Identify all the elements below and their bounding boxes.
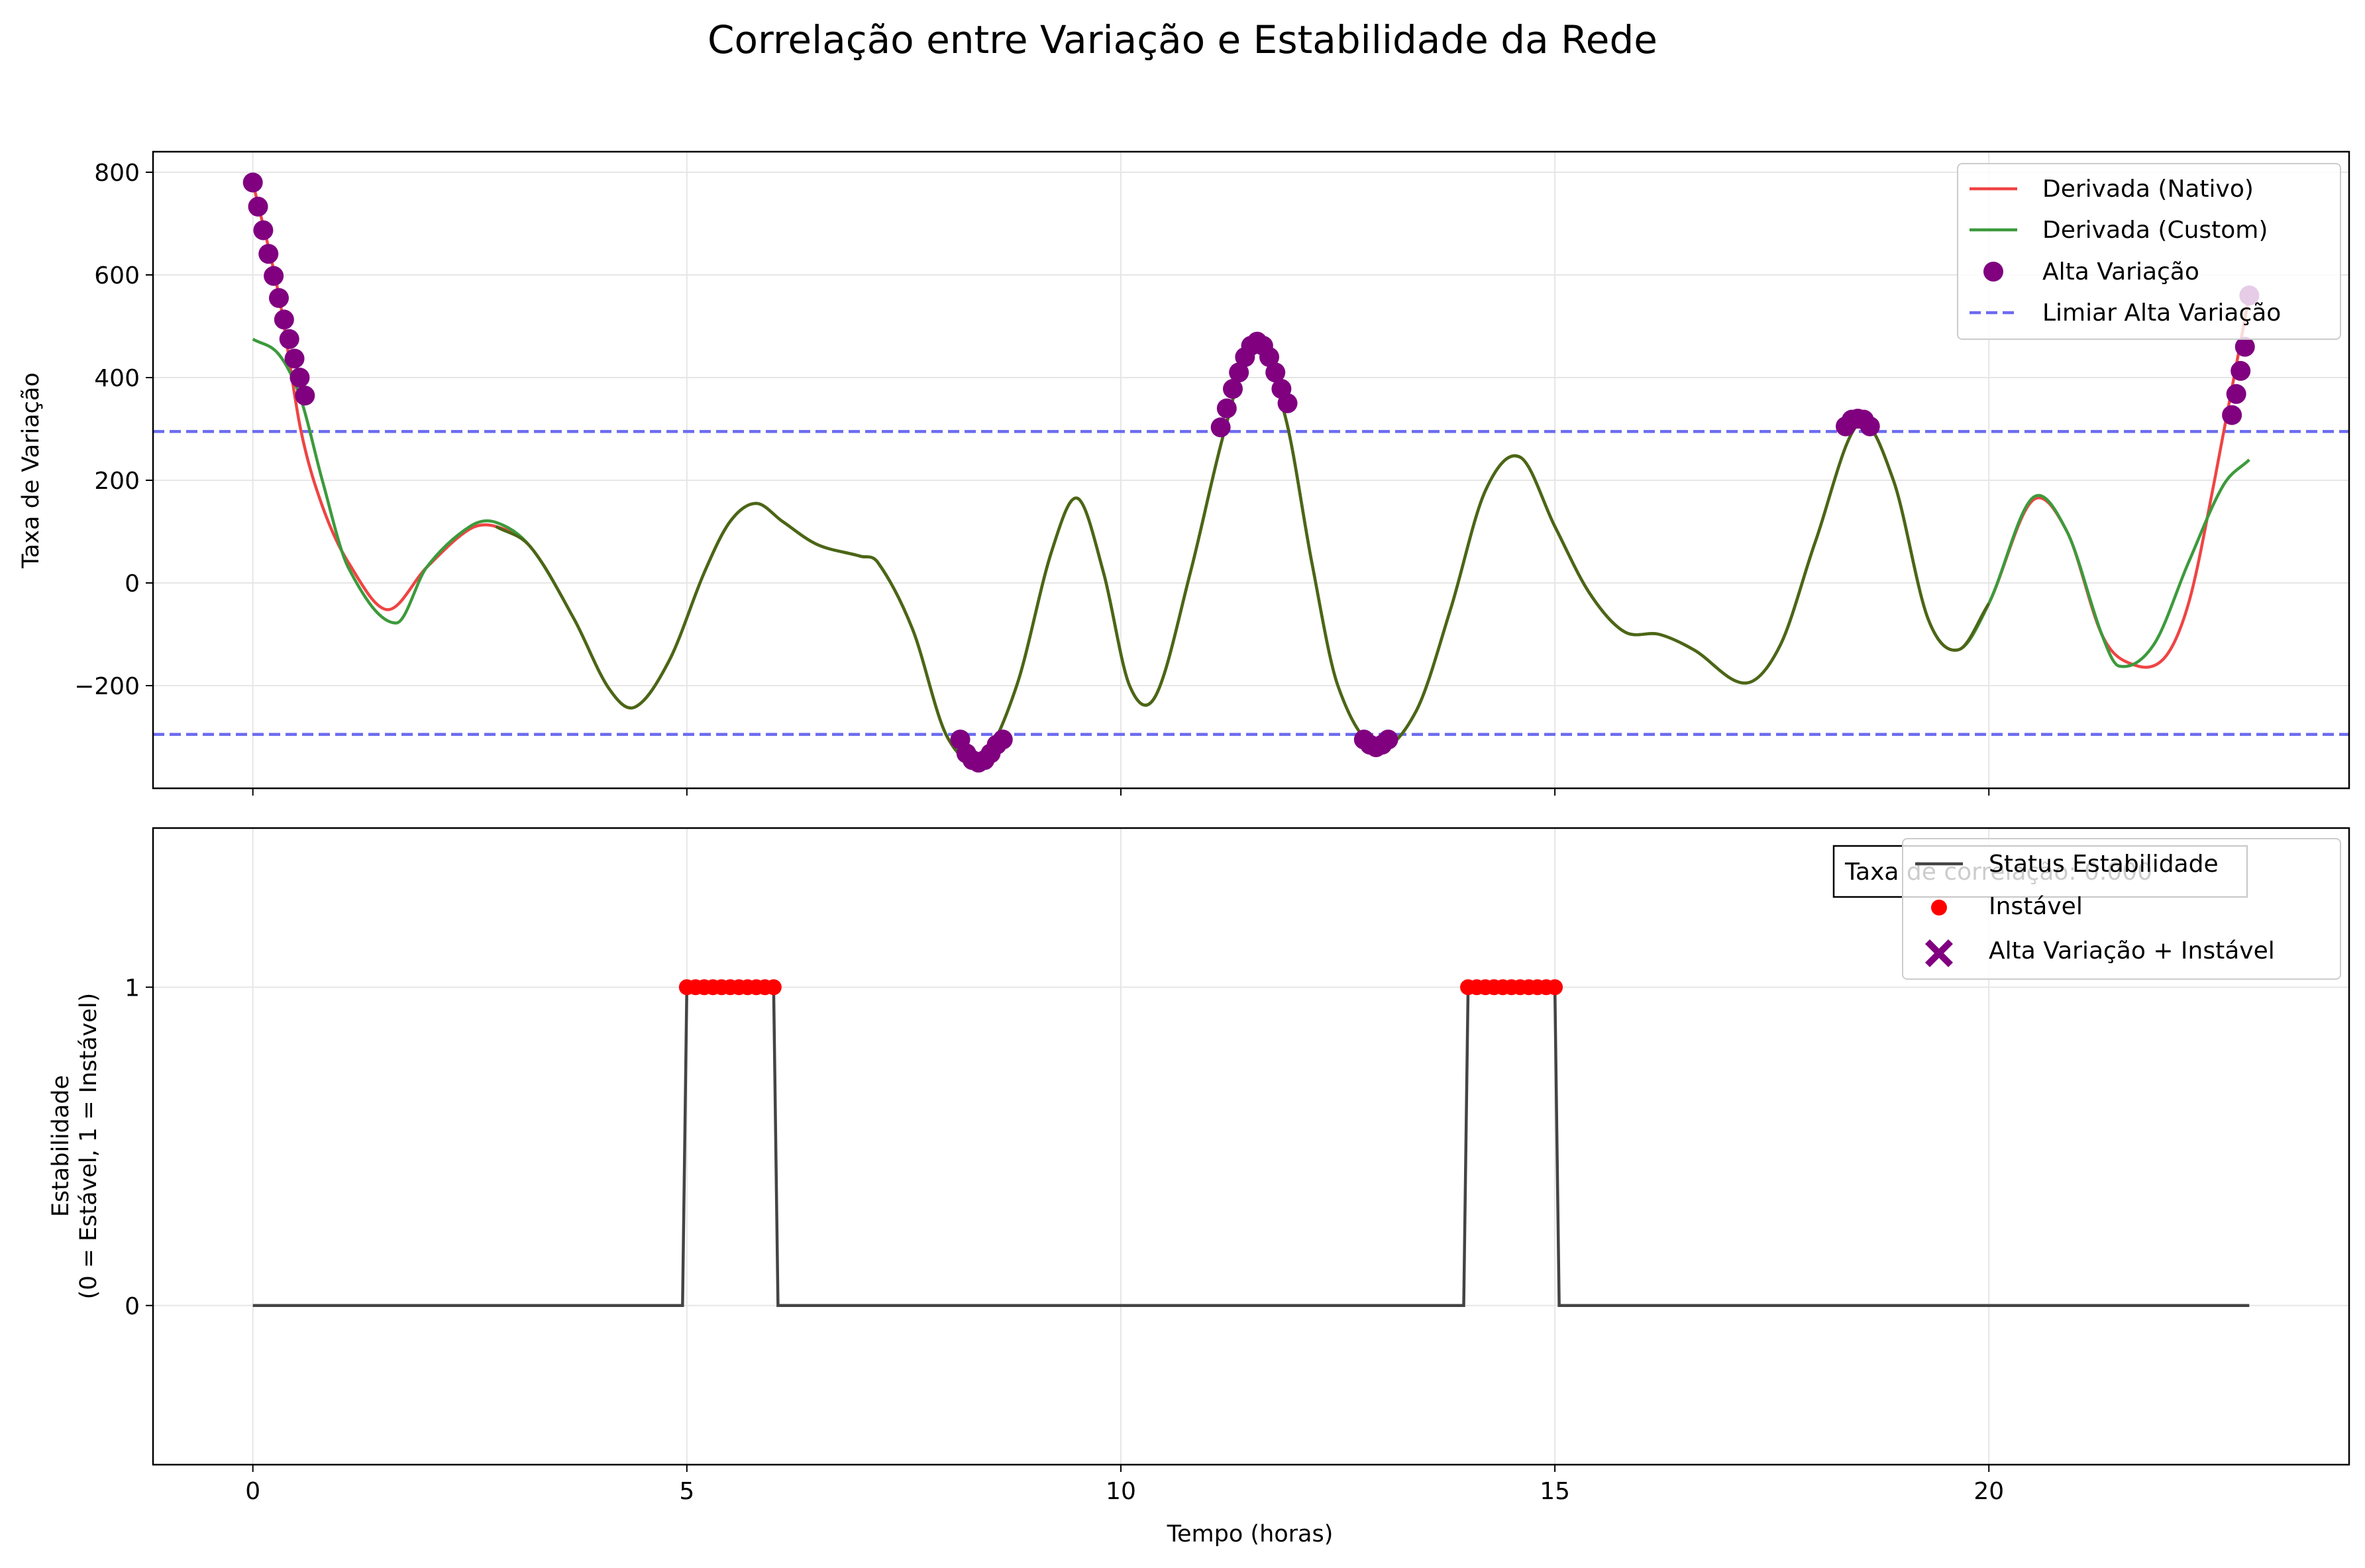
high-variation-point <box>1259 347 1280 367</box>
x-tick-label: 0 <box>245 1478 260 1505</box>
y-tick-label: 1 <box>125 974 140 1002</box>
legend-label-custom: Derivada (Custom) <box>2042 217 2268 244</box>
high-variation-point <box>2234 337 2255 357</box>
top-axes-frame <box>152 150 2350 790</box>
high-variation-point <box>1210 417 1231 438</box>
high-variation-point <box>2222 405 2242 425</box>
x-axis-label: Tempo (horas) <box>1167 1521 1334 1547</box>
bottom-y-ticks: 01 <box>125 974 153 1320</box>
high-variation-point <box>284 348 305 369</box>
bottom-legend: Status Estabilidade Instável Alta Variaç… <box>1902 838 2341 980</box>
series-derivada-custom <box>252 337 2250 762</box>
bottom-legend-frame <box>1902 838 2341 980</box>
top-legend-frame <box>1957 163 2341 340</box>
x-tick-label: 20 <box>1973 1478 2004 1505</box>
top-x-ticks <box>252 788 1990 796</box>
high-variation-point <box>264 266 284 286</box>
legend-label-nativo: Derivada (Nativo) <box>2042 176 2254 203</box>
legend-label-alta-variacao: Alta Variação <box>2042 258 2199 286</box>
high-variation-point <box>274 309 294 330</box>
legend-swatch-alta-variacao <box>1983 262 2003 282</box>
y-tick-label: 0 <box>125 570 140 598</box>
chart-title: Correlação entre Variação e Estabilidade… <box>708 17 1657 62</box>
top-threshold-lines <box>153 430 2349 736</box>
high-variation-point <box>268 287 289 308</box>
high-variation-point <box>295 386 315 406</box>
high-variation-point <box>2226 384 2246 404</box>
legend-label-status: Status Estabilidade <box>1989 851 2219 878</box>
y-tick-label: 600 <box>94 262 140 289</box>
y-tick-label: 400 <box>94 365 140 392</box>
top-y-ticks: −200 0 200 400 600 800 <box>74 160 153 700</box>
top-legend: Derivada (Nativo) Derivada (Custom) Alta… <box>1957 163 2341 340</box>
high-variation-point <box>992 729 1013 750</box>
top-high-variation-points <box>242 172 2260 773</box>
high-variation-point <box>1229 362 1249 383</box>
bottom-x-ticks: 0 5 10 15 20 <box>245 1465 2004 1505</box>
bottom-unstable-points <box>678 979 1563 996</box>
x-tick-label: 5 <box>679 1478 694 1505</box>
high-variation-point <box>242 172 263 193</box>
series-status-estabilidade <box>252 986 2250 1308</box>
series-derivada-overlap <box>495 340 1991 762</box>
high-variation-point <box>289 368 310 388</box>
y-tick-label: 200 <box>94 468 140 495</box>
legend-swatch-alta-instavel <box>1925 939 1953 967</box>
y-tick-label: 0 <box>125 1293 140 1320</box>
legend-label-instavel: Instável <box>1989 893 2083 920</box>
unstable-point <box>1547 979 1563 996</box>
high-variation-point <box>2231 360 2251 381</box>
bottom-y-label-line1: Estabilidade <box>48 1075 74 1217</box>
top-y-label: Taxa de Variação <box>18 372 44 569</box>
unstable-point <box>765 979 782 996</box>
high-variation-point <box>253 220 274 240</box>
top-subplot: −200 0 200 400 600 800 Taxa de Variação Deriv… <box>18 150 2350 796</box>
high-variation-point <box>1265 362 1286 383</box>
legend-label-alta-instavel: Alta Variação + Instável <box>1989 937 2275 965</box>
high-variation-point <box>258 244 279 264</box>
high-variation-point <box>1378 729 1398 750</box>
high-variation-point <box>1216 398 1237 419</box>
bottom-axes-frame <box>152 827 2350 1466</box>
legend-swatch-instavel <box>1931 900 1947 915</box>
high-variation-point <box>279 329 299 349</box>
high-variation-point <box>1222 379 1243 399</box>
y-tick-label: −200 <box>74 673 140 700</box>
bottom-y-label-line2: (0 = Estável, 1 = Instável) <box>76 993 102 1300</box>
high-variation-point <box>1860 416 1880 437</box>
legend-label-limiar: Limiar Alta Variação <box>2042 299 2281 327</box>
bottom-subplot: 01 0 5 10 15 20 Estabilidade (0 = Estável, 1… <box>48 827 2350 1547</box>
high-variation-point <box>1277 393 1298 413</box>
x-tick-label: 10 <box>1106 1478 1136 1505</box>
x-tick-label: 15 <box>1540 1478 1570 1505</box>
y-tick-label: 800 <box>94 160 140 187</box>
high-variation-point <box>248 196 268 217</box>
series-derivada-nativo <box>251 182 2251 762</box>
